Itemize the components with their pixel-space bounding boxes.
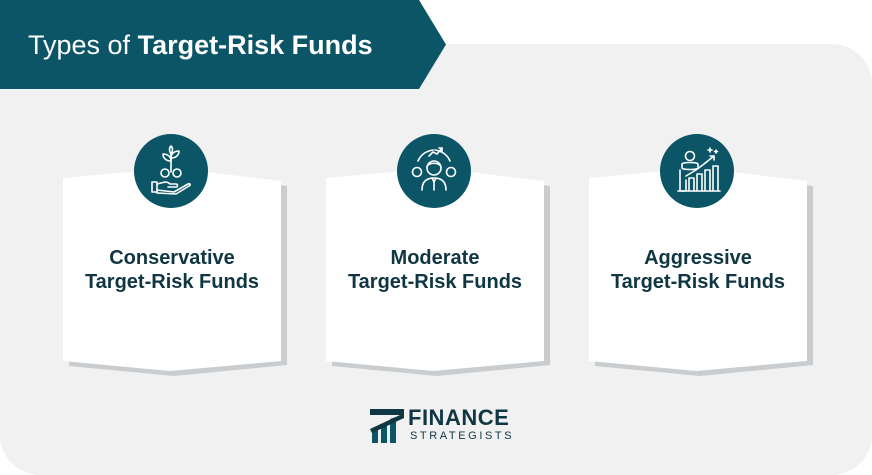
card-label-moderate: Moderate Target-Risk Funds bbox=[347, 247, 523, 293]
finance-strategists-logo-mark bbox=[370, 409, 404, 443]
title-emphasis: Target-Risk Funds bbox=[137, 30, 373, 60]
page-title: Types of Target-Risk Funds bbox=[28, 24, 373, 66]
hand-plant-coins-icon bbox=[134, 134, 208, 208]
investor-person-icon bbox=[397, 134, 471, 208]
logo-word-strategists: STRATEGISTS bbox=[410, 430, 515, 442]
card-label-aggressive: Aggressive Target-Risk Funds bbox=[610, 247, 786, 293]
card-label-conservative: Conservative Target-Risk Funds bbox=[84, 247, 260, 293]
card-aggressive: Aggressive Target-Risk Funds bbox=[589, 160, 813, 380]
title-banner bbox=[0, 0, 446, 89]
coin-bars-growth-icon bbox=[660, 134, 734, 208]
card-conservative: Conservative Target-Risk Funds bbox=[63, 160, 287, 380]
finance-strategists-logo: FINANCE STRATEGISTS bbox=[370, 405, 512, 447]
card-moderate: Moderate Target-Risk Funds bbox=[326, 160, 550, 380]
title-prefix: Types of bbox=[28, 30, 131, 60]
logo-word-finance: FINANCE bbox=[408, 405, 510, 430]
